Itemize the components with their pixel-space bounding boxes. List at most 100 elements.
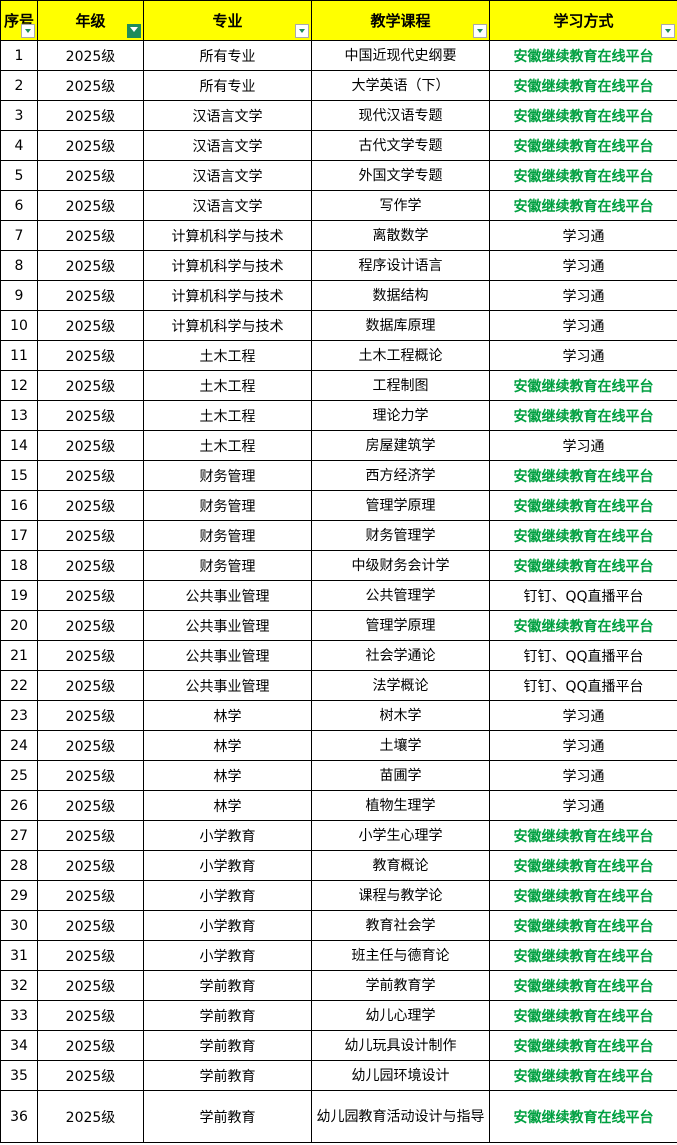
major-cell: 学前教育 — [143, 1030, 312, 1061]
table-row: 2 2025级 所有专业 大学英语（下） 安徽继续教育在线平台 — [0, 70, 677, 101]
table-row: 17 2025级 财务管理 财务管理学 安徽继续教育在线平台 — [0, 520, 677, 551]
mode-cell: 安徽继续教育在线平台 — [489, 610, 677, 641]
mode-cell: 学习通 — [489, 730, 677, 761]
grade-cell: 2025级 — [37, 310, 144, 341]
grade-cell: 2025级 — [37, 1000, 144, 1031]
seq-cell: 18 — [0, 550, 38, 581]
seq-cell: 30 — [0, 910, 38, 941]
filter-dropdown-icon[interactable] — [295, 24, 309, 38]
course-cell: 西方经济学 — [311, 460, 490, 491]
table-row: 18 2025级 财务管理 中级财务会计学 安徽继续教育在线平台 — [0, 550, 677, 581]
mode-cell: 安徽继续教育在线平台 — [489, 40, 677, 71]
table-row: 15 2025级 财务管理 西方经济学 安徽继续教育在线平台 — [0, 460, 677, 491]
major-cell: 公共事业管理 — [143, 670, 312, 701]
major-cell: 所有专业 — [143, 40, 312, 71]
course-cell: 理论力学 — [311, 400, 490, 431]
table-row: 3 2025级 汉语言文学 现代汉语专题 安徽继续教育在线平台 — [0, 100, 677, 131]
major-cell: 公共事业管理 — [143, 610, 312, 641]
course-cell: 古代文学专题 — [311, 130, 490, 161]
major-cell: 林学 — [143, 700, 312, 731]
filter-dropdown-icon[interactable] — [21, 24, 35, 38]
seq-cell: 19 — [0, 580, 38, 611]
grade-cell: 2025级 — [37, 940, 144, 971]
grade-cell: 2025级 — [37, 1090, 144, 1143]
course-cell: 学前教育学 — [311, 970, 490, 1001]
mode-cell: 安徽继续教育在线平台 — [489, 550, 677, 581]
mode-cell: 安徽继续教育在线平台 — [489, 1030, 677, 1061]
table-row: 29 2025级 小学教育 课程与教学论 安徽继续教育在线平台 — [0, 880, 677, 911]
grade-cell: 2025级 — [37, 640, 144, 671]
course-cell: 中国近现代史纲要 — [311, 40, 490, 71]
table-row: 27 2025级 小学教育 小学生心理学 安徽继续教育在线平台 — [0, 820, 677, 851]
mode-cell: 学习通 — [489, 250, 677, 281]
header-row: 序号 年级 专业 教学课程 学习方式 — [0, 0, 677, 41]
course-cell: 幼儿园环境设计 — [311, 1060, 490, 1091]
seq-cell: 12 — [0, 370, 38, 401]
mode-cell: 学习通 — [489, 220, 677, 251]
course-cell: 管理学原理 — [311, 490, 490, 521]
table-row: 7 2025级 计算机科学与技术 离散数学 学习通 — [0, 220, 677, 251]
mode-cell: 钉钉、QQ直播平台 — [489, 580, 677, 611]
seq-cell: 22 — [0, 670, 38, 701]
seq-cell: 2 — [0, 70, 38, 101]
grade-cell: 2025级 — [37, 520, 144, 551]
major-cell: 小学教育 — [143, 910, 312, 941]
course-cell: 法学概论 — [311, 670, 490, 701]
table-row: 10 2025级 计算机科学与技术 数据库原理 学习通 — [0, 310, 677, 341]
seq-cell: 29 — [0, 880, 38, 911]
mode-cell: 安徽继续教育在线平台 — [489, 400, 677, 431]
filter-dropdown-icon[interactable] — [473, 24, 487, 38]
mode-cell: 安徽继续教育在线平台 — [489, 1000, 677, 1031]
filter-dropdown-icon[interactable] — [661, 24, 675, 38]
major-cell: 土木工程 — [143, 430, 312, 461]
course-cell: 幼儿园教育活动设计与指导 — [311, 1090, 490, 1143]
major-cell: 汉语言文学 — [143, 100, 312, 131]
mode-cell: 安徽继续教育在线平台 — [489, 910, 677, 941]
course-cell: 工程制图 — [311, 370, 490, 401]
mode-cell: 学习通 — [489, 790, 677, 821]
course-cell: 数据结构 — [311, 280, 490, 311]
table-row: 16 2025级 财务管理 管理学原理 安徽继续教育在线平台 — [0, 490, 677, 521]
course-cell: 小学生心理学 — [311, 820, 490, 851]
mode-cell: 安徽继续教育在线平台 — [489, 940, 677, 971]
mode-cell: 学习通 — [489, 700, 677, 731]
mode-cell: 学习通 — [489, 430, 677, 461]
mode-cell: 安徽继续教育在线平台 — [489, 1060, 677, 1091]
header-label: 教学课程 — [370, 12, 431, 30]
grade-cell: 2025级 — [37, 190, 144, 221]
table-row: 33 2025级 学前教育 幼儿心理学 安徽继续教育在线平台 — [0, 1000, 677, 1031]
table-row: 24 2025级 林学 土壤学 学习通 — [0, 730, 677, 761]
seq-cell: 21 — [0, 640, 38, 671]
grade-cell: 2025级 — [37, 400, 144, 431]
course-cell: 树木学 — [311, 700, 490, 731]
major-cell: 林学 — [143, 760, 312, 791]
grade-cell: 2025级 — [37, 250, 144, 281]
seq-cell: 9 — [0, 280, 38, 311]
table-row: 8 2025级 计算机科学与技术 程序设计语言 学习通 — [0, 250, 677, 281]
course-cell: 写作学 — [311, 190, 490, 221]
major-cell: 林学 — [143, 730, 312, 761]
grade-cell: 2025级 — [37, 70, 144, 101]
mode-cell: 钉钉、QQ直播平台 — [489, 670, 677, 701]
course-cell: 植物生理学 — [311, 790, 490, 821]
seq-cell: 28 — [0, 850, 38, 881]
course-cell: 社会学通论 — [311, 640, 490, 671]
seq-cell: 20 — [0, 610, 38, 641]
course-cell: 苗圃学 — [311, 760, 490, 791]
table-row: 14 2025级 土木工程 房屋建筑学 学习通 — [0, 430, 677, 461]
table-row: 5 2025级 汉语言文学 外国文学专题 安徽继续教育在线平台 — [0, 160, 677, 191]
grade-cell: 2025级 — [37, 1030, 144, 1061]
filter-active-icon[interactable] — [127, 24, 141, 38]
seq-cell: 35 — [0, 1060, 38, 1091]
grade-cell: 2025级 — [37, 130, 144, 161]
major-cell: 计算机科学与技术 — [143, 220, 312, 251]
major-cell: 土木工程 — [143, 400, 312, 431]
seq-cell: 32 — [0, 970, 38, 1001]
mode-cell: 安徽继续教育在线平台 — [489, 370, 677, 401]
table-row: 13 2025级 土木工程 理论力学 安徽继续教育在线平台 — [0, 400, 677, 431]
grade-cell: 2025级 — [37, 670, 144, 701]
table-row: 12 2025级 土木工程 工程制图 安徽继续教育在线平台 — [0, 370, 677, 401]
grade-cell: 2025级 — [37, 970, 144, 1001]
table-row: 31 2025级 小学教育 班主任与德育论 安徽继续教育在线平台 — [0, 940, 677, 971]
grade-cell: 2025级 — [37, 1060, 144, 1091]
